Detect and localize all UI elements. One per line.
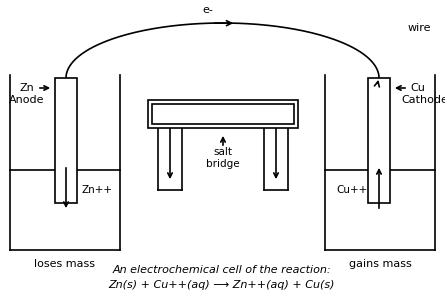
- Text: salt
bridge: salt bridge: [206, 147, 240, 169]
- Text: Cathode: Cathode: [401, 95, 445, 105]
- Text: An electrochemical cell of the reaction:: An electrochemical cell of the reaction:: [113, 265, 332, 275]
- Text: Zn(s) + Cu++(aq) ⟶ Zn++(aq) + Cu(s): Zn(s) + Cu++(aq) ⟶ Zn++(aq) + Cu(s): [109, 280, 335, 290]
- Bar: [152, 104, 294, 124]
- Text: Cu: Cu: [411, 83, 425, 93]
- Text: Zn: Zn: [20, 83, 34, 93]
- Text: Zn++: Zn++: [81, 185, 112, 195]
- Text: Na+: Na+: [230, 110, 252, 120]
- Text: Anode: Anode: [9, 95, 45, 105]
- Text: NO3-: NO3-: [180, 110, 206, 120]
- Bar: [368, 78, 390, 203]
- Bar: [55, 78, 77, 203]
- Bar: [148, 100, 298, 128]
- Text: gains mass: gains mass: [348, 259, 411, 269]
- Text: wire: wire: [408, 23, 432, 33]
- Text: e-: e-: [202, 5, 213, 15]
- Text: loses mass: loses mass: [35, 259, 96, 269]
- Text: Cu++: Cu++: [336, 185, 367, 195]
